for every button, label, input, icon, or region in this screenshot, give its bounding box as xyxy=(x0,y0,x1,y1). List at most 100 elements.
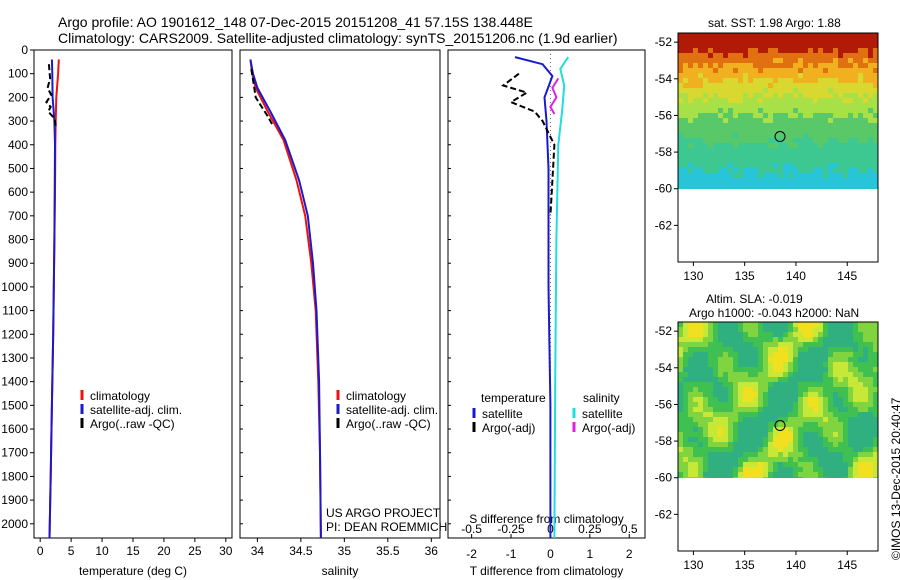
legend-label: satellite xyxy=(482,407,523,421)
depth-tick-label: 800 xyxy=(8,233,28,247)
depth-tick-label: 400 xyxy=(8,138,28,152)
x-tick-label-top: 0.25 xyxy=(578,522,602,536)
map-lat-label: -56 xyxy=(655,108,673,122)
depth-tick-label: 1700 xyxy=(1,446,28,460)
series-line-satellite xyxy=(553,56,570,539)
legend-heading: salinity xyxy=(583,391,620,405)
map-lat-label: -54 xyxy=(655,361,673,375)
series-line-satellite xyxy=(514,56,554,538)
map-1 xyxy=(674,32,879,266)
x-tick-label-top: -0.5 xyxy=(461,522,482,536)
map-lon-label: 130 xyxy=(683,269,703,283)
x-tick-label: 34 xyxy=(251,544,265,558)
series-line-argo-raw-qc- xyxy=(45,64,57,126)
depth-tick-label: 2000 xyxy=(1,517,28,531)
credit-pi: PI: DEAN ROEMMICH xyxy=(326,520,448,534)
x-tick-label: 20 xyxy=(157,544,171,558)
map-lon-label: 135 xyxy=(735,269,755,283)
depth-tick-label: 1900 xyxy=(1,493,28,507)
depth-tick-label: 300 xyxy=(8,114,28,128)
x-tick-label: 35.5 xyxy=(376,544,400,558)
map-lon-label: 135 xyxy=(735,558,755,572)
map-lat-label: -60 xyxy=(655,471,673,485)
legend-label: Argo(-adj) xyxy=(582,421,635,435)
map-lat-label: -62 xyxy=(655,507,673,521)
map-lat-label: -60 xyxy=(655,182,673,196)
legend-label: Argo(-adj) xyxy=(482,421,535,435)
x-tick-label: -2 xyxy=(466,547,477,561)
x-tick-label: 1 xyxy=(586,547,593,561)
legend-label: climatology xyxy=(346,389,406,403)
x-tick-label: 0 xyxy=(547,547,554,561)
x-tick-label-top: 0.5 xyxy=(621,522,638,536)
depth-tick-label: 1300 xyxy=(1,351,28,365)
x-tick-label: 0 xyxy=(37,544,44,558)
x-tick-label: 25 xyxy=(188,544,202,558)
depth-tick-label: 1600 xyxy=(1,422,28,436)
figure-title-line2: Climatology: CARS2009. Satellite-adjuste… xyxy=(58,30,618,46)
series-line-argo-raw-qc- xyxy=(250,68,274,127)
map-lat-label: -58 xyxy=(655,434,673,448)
x-axis-label: temperature (deg C) xyxy=(79,564,187,578)
series-line-argo-adj- xyxy=(549,77,560,115)
credit-imos: ©IMOS 13-Dec-2015 20:40:47 xyxy=(889,397,900,560)
legend-label: satellite-adj. clim. xyxy=(90,403,182,417)
argo-position-marker xyxy=(774,420,786,432)
depth-tick-label: 700 xyxy=(8,209,28,223)
credit-project: US ARGO PROJECT xyxy=(326,506,441,520)
depth-tick-label: 1100 xyxy=(2,304,28,318)
panel-3-frame xyxy=(447,49,646,539)
map-lat-label: -52 xyxy=(655,324,673,338)
panel-2-frame xyxy=(239,49,441,539)
map-border xyxy=(677,32,879,263)
x-tick-label: 15 xyxy=(126,544,140,558)
x-tick-label-top: -0.25 xyxy=(497,522,525,536)
x-tick-label: 36 xyxy=(425,544,439,558)
depth-tick-label: 1400 xyxy=(1,375,28,389)
x-tick-label: 2 xyxy=(626,547,633,561)
depth-tick-label: 0 xyxy=(21,43,28,57)
figure-title-line1: Argo profile: AO 1901612_148 07-Dec-2015… xyxy=(58,14,533,30)
series-line-climatology xyxy=(249,59,322,539)
map1-title: sat. SST: 1.98 Argo: 1.88 xyxy=(708,16,841,30)
depth-tick-label: 600 xyxy=(8,185,28,199)
x-tick-label: -1 xyxy=(506,547,517,561)
map-lat-label: -56 xyxy=(655,397,673,411)
depth-tick-label: 1500 xyxy=(1,398,28,412)
map-lon-label: 140 xyxy=(786,269,806,283)
legend-label: Argo(..raw -QC) xyxy=(346,417,431,431)
map-lat-label: -58 xyxy=(655,145,673,159)
depth-tick-label: 500 xyxy=(8,161,28,175)
map-2 xyxy=(674,321,879,555)
map-lon-label: 130 xyxy=(683,558,703,572)
x-tick-label: 30 xyxy=(219,544,233,558)
legend-heading: temperature xyxy=(481,391,546,405)
depth-tick-label: 1800 xyxy=(1,469,28,483)
x-axis-label-top: S difference from climatology xyxy=(469,512,624,526)
map2-subtitle: Argo h1000: -0.043 h2000: NaN xyxy=(689,306,860,320)
depth-tick-label: 1200 xyxy=(1,327,28,341)
legend-label: satellite-adj. clim. xyxy=(346,403,438,417)
depth-tick-label: 100 xyxy=(8,67,28,81)
series-line-argo-adj- xyxy=(501,72,556,216)
legend-label: Argo(..raw -QC) xyxy=(90,417,175,431)
map-lat-label: -52 xyxy=(655,35,673,49)
panel-1-frame xyxy=(33,49,233,539)
depth-tick-label: 900 xyxy=(8,256,28,270)
series-line-satellite-adj-clim- xyxy=(48,59,57,539)
x-tick-label: 35 xyxy=(338,544,352,558)
depth-tick-label: 200 xyxy=(8,90,28,104)
map-border xyxy=(677,321,879,552)
map-lat-label: -62 xyxy=(655,218,673,232)
map-lon-label: 145 xyxy=(837,558,857,572)
map-lat-label: -54 xyxy=(655,72,673,86)
map2-title: Altim. SLA: -0.019 xyxy=(706,292,803,306)
x-tick-label: 5 xyxy=(68,544,75,558)
x-tick-label: 10 xyxy=(95,544,109,558)
series-line-satellite-adj-clim- xyxy=(249,59,322,539)
x-tick-label: 34.5 xyxy=(289,544,313,558)
x-axis-label: T difference from climatology xyxy=(470,564,624,578)
legend-label: climatology xyxy=(90,389,150,403)
map-lon-label: 145 xyxy=(837,269,857,283)
